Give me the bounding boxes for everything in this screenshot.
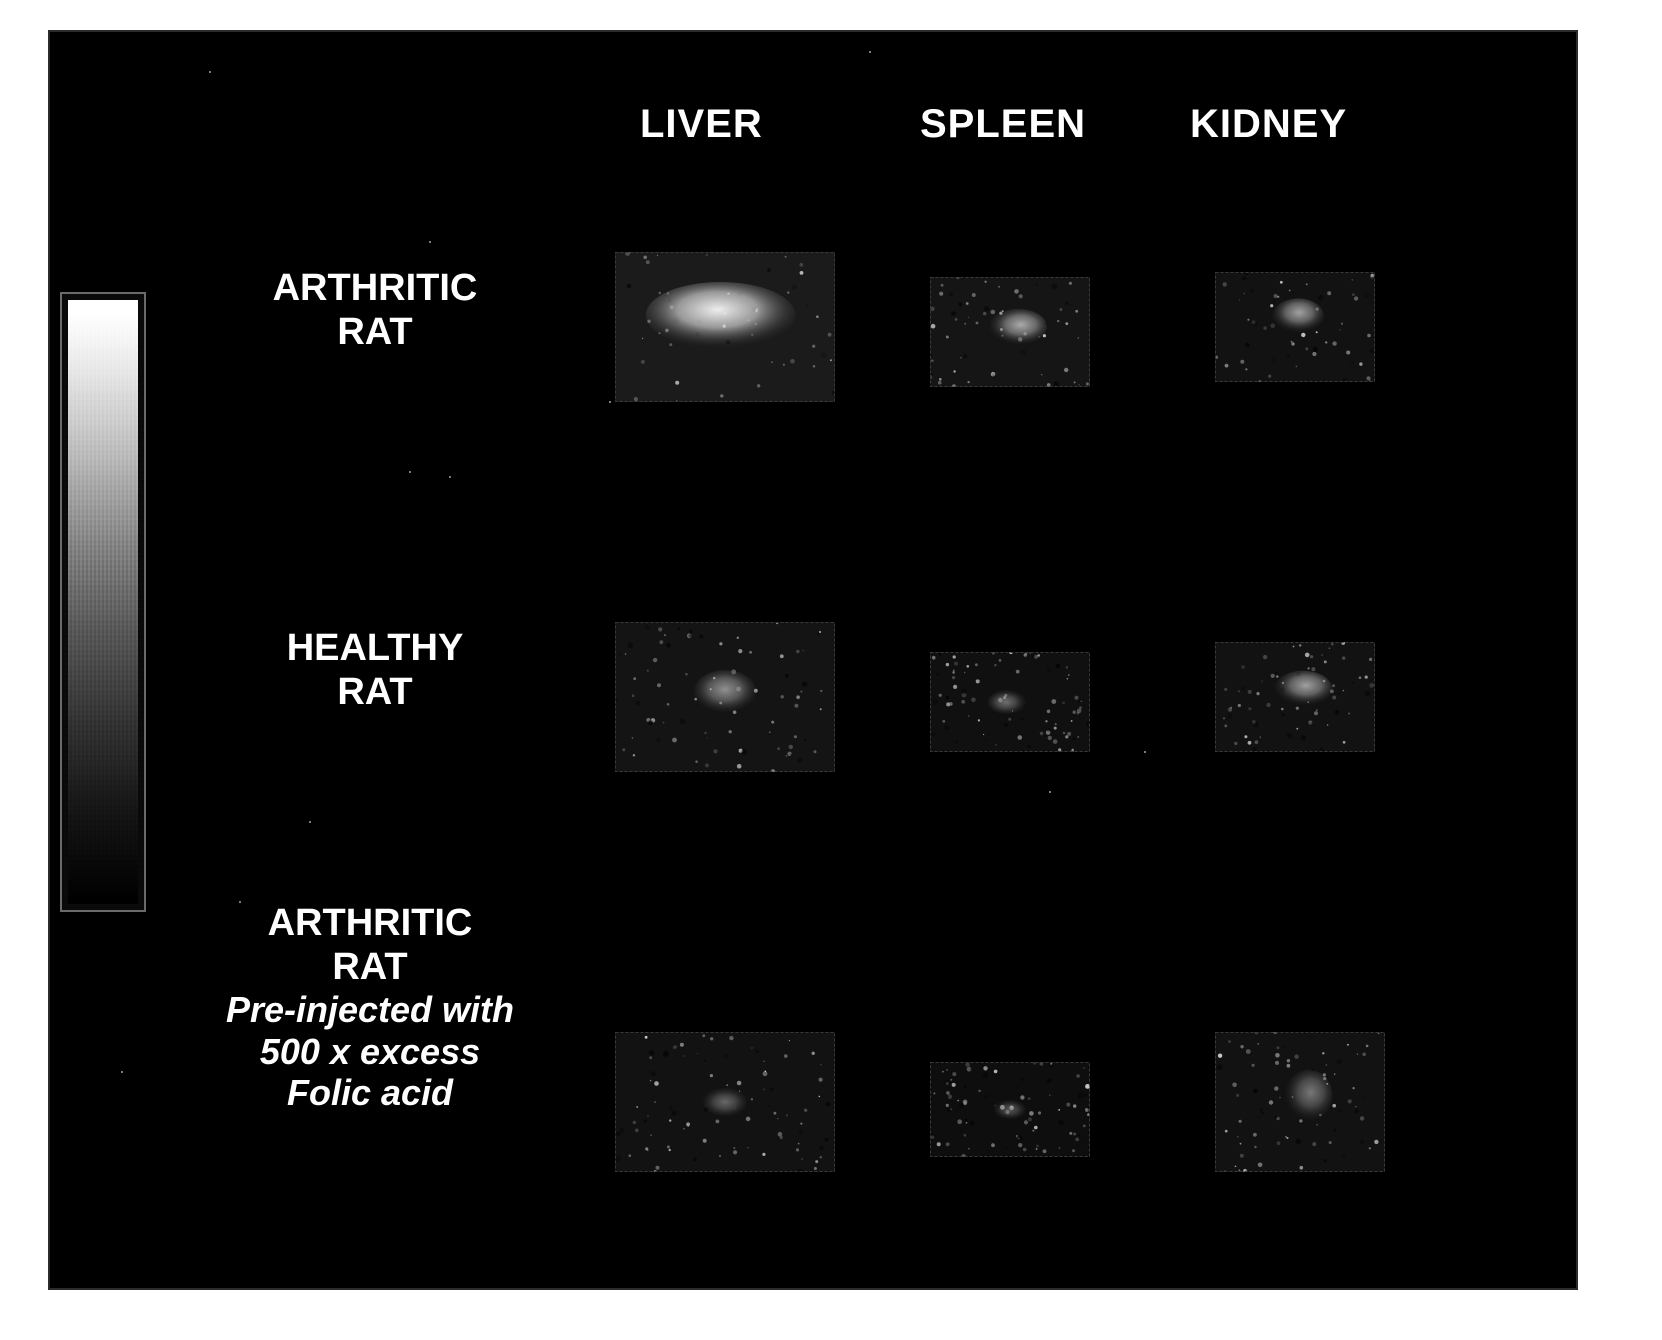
row-label-arthritic: ARTHRITIC RAT [185, 267, 565, 354]
col-header-liver: LIVER [640, 102, 763, 147]
cell-arthritic_pre-spleen [930, 1062, 1090, 1157]
figure-panel: LIVER SPLEEN KIDNEY [48, 30, 1578, 1290]
row-label-arthritic-line1: ARTHRITIC [273, 267, 478, 309]
column-headers: LIVER SPLEEN KIDNEY [50, 102, 1576, 162]
row-label-arthritic-pre-sub3: Folic acid [150, 1072, 590, 1113]
cell-arthritic_pre-liver [615, 1032, 835, 1172]
row-label-healthy-line1: HEALTHY [287, 627, 464, 669]
col-header-kidney: KIDNEY [1190, 102, 1347, 147]
cell-arthritic-spleen [930, 277, 1090, 387]
row-label-arthritic-line2: RAT [337, 311, 412, 353]
row-label-arthritic-pre-line1: ARTHRITIC [268, 902, 473, 944]
row-label-healthy-line2: RAT [337, 671, 412, 713]
colorbar [60, 292, 146, 912]
page: LIVER SPLEEN KIDNEY [0, 0, 1662, 1340]
cell-arthritic_pre-kidney [1215, 1032, 1385, 1172]
cell-healthy-liver [615, 622, 835, 772]
row-label-arthritic-pre-sub2: 500 x excess [150, 1031, 590, 1072]
row-label-arthritic-pre: ARTHRITIC RAT Pre-injected with 500 x ex… [150, 902, 590, 1114]
row-label-healthy: HEALTHY RAT [185, 627, 565, 714]
col-header-spleen: SPLEEN [920, 102, 1086, 147]
row-label-arthritic-pre-sub1: Pre-injected with [150, 989, 590, 1030]
cell-healthy-spleen [930, 652, 1090, 752]
cell-arthritic-liver [615, 252, 835, 402]
row-label-arthritic-pre-line2: RAT [332, 946, 407, 988]
cell-healthy-kidney [1215, 642, 1375, 752]
colorbar-svg [68, 300, 138, 904]
cell-arthritic-kidney [1215, 272, 1375, 382]
